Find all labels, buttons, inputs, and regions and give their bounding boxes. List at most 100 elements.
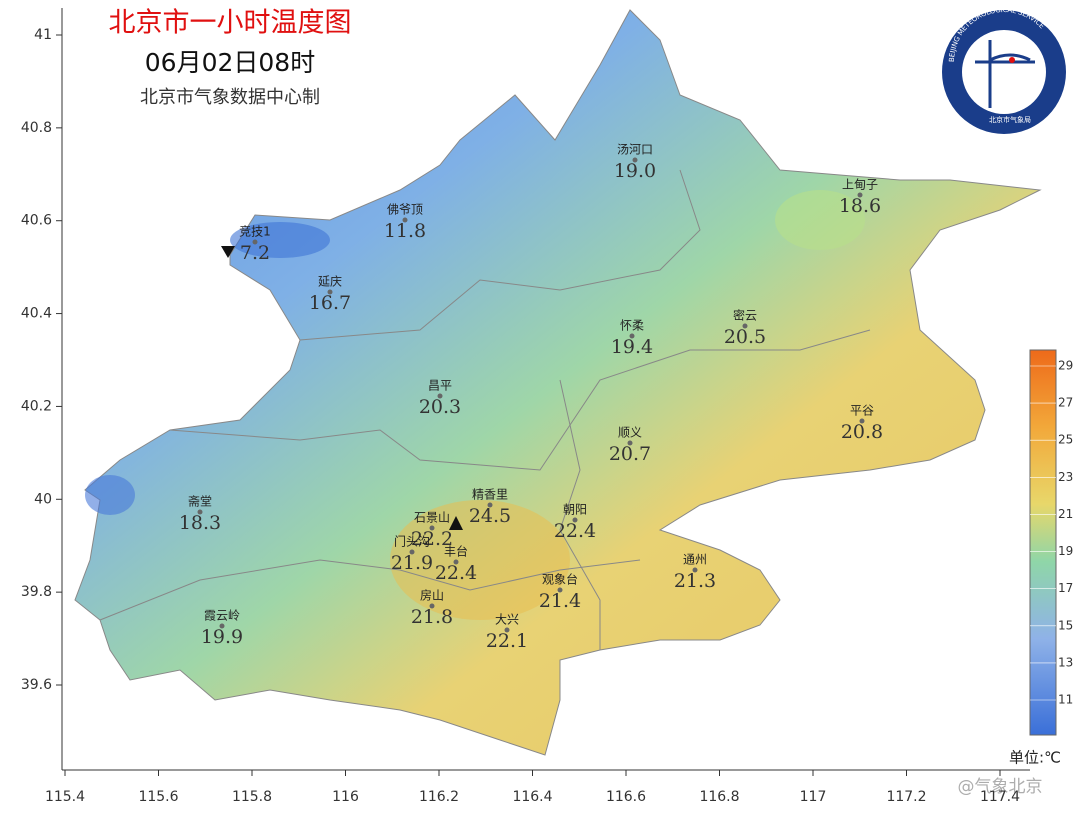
y-tick-label: 40.4 bbox=[21, 306, 52, 322]
colorbar-label: 25 bbox=[1058, 433, 1073, 447]
station-name: 顺义 bbox=[618, 426, 642, 440]
station-name: 石景山 bbox=[414, 511, 450, 525]
logo: BEIJING METEOROLOGICAL SERVICE 北京市气象局 bbox=[942, 6, 1066, 134]
station-dot bbox=[429, 525, 435, 531]
station-dot bbox=[629, 333, 635, 339]
station-dot bbox=[219, 623, 225, 629]
district-border bbox=[559, 379, 601, 650]
station-temp: 21.9 bbox=[391, 552, 433, 574]
station-dot bbox=[252, 239, 258, 245]
y-tick-label: 39.8 bbox=[21, 584, 52, 600]
station-temp: 21.4 bbox=[539, 590, 581, 612]
station-temp: 20.3 bbox=[419, 396, 461, 418]
station-dot bbox=[409, 549, 415, 555]
station-temp: 19.0 bbox=[614, 160, 656, 182]
station-dot bbox=[504, 627, 510, 633]
source: 北京市气象数据中心制 bbox=[140, 87, 320, 108]
y-tick-label: 40 bbox=[34, 491, 52, 507]
station-temp: 20.5 bbox=[724, 326, 766, 348]
station-temp: 20.8 bbox=[841, 421, 883, 443]
colorbar-label: 21 bbox=[1058, 507, 1073, 521]
station-name: 通州 bbox=[683, 553, 707, 567]
colorbar-label: 27 bbox=[1058, 396, 1073, 410]
station-temp: 7.2 bbox=[240, 242, 270, 264]
y-tick-label: 41 bbox=[34, 27, 52, 43]
colorbar-label: 13 bbox=[1058, 655, 1073, 669]
station-name: 汤河口 bbox=[617, 143, 653, 157]
x-tick-label: 116.6 bbox=[606, 789, 646, 805]
y-tick-label: 40.6 bbox=[21, 213, 52, 229]
x-tick-label: 117.2 bbox=[886, 789, 926, 805]
station-name: 密云 bbox=[733, 308, 757, 323]
temp-patch bbox=[230, 222, 330, 258]
max-marker bbox=[449, 516, 463, 530]
station-temp: 22.4 bbox=[554, 520, 596, 542]
station-dot bbox=[487, 502, 493, 508]
station-dot bbox=[453, 559, 459, 565]
station-temp: 21.8 bbox=[411, 606, 453, 628]
station-temp: 11.8 bbox=[384, 220, 426, 242]
station-temp: 24.5 bbox=[469, 505, 511, 527]
axes bbox=[61, 8, 1030, 771]
station-name: 延庆 bbox=[318, 275, 342, 289]
logo-text-cn: 北京市气象局 bbox=[989, 115, 1031, 124]
station-temp: 18.6 bbox=[839, 195, 881, 217]
y-tick-label: 39.6 bbox=[21, 677, 52, 693]
unit-label: 单位:℃ bbox=[1009, 749, 1061, 767]
colorbar-label: 23 bbox=[1058, 470, 1073, 484]
colorbar-label: 29 bbox=[1058, 359, 1073, 373]
x-tick-label: 115.8 bbox=[232, 789, 272, 805]
station-name: 怀柔 bbox=[620, 319, 644, 333]
map bbox=[74, 9, 1042, 756]
x-tick-label: 117 bbox=[800, 789, 827, 805]
station-name: 霞云岭 bbox=[204, 609, 240, 623]
station-temp: 19.9 bbox=[201, 626, 243, 648]
logo-symbol bbox=[975, 40, 1035, 108]
station-temp: 22.4 bbox=[435, 562, 477, 584]
x-tick-label: 116.8 bbox=[699, 789, 739, 805]
station-temp: 20.7 bbox=[609, 443, 651, 465]
station-name: 竞技1 bbox=[239, 225, 271, 239]
station-name: 斋堂 bbox=[188, 494, 212, 509]
x-tick-label: 116.2 bbox=[419, 789, 459, 805]
station-name: 丰台 bbox=[444, 544, 468, 559]
x-tick-label: 115.4 bbox=[45, 789, 85, 805]
district-border bbox=[99, 559, 641, 621]
time: 06月02日08时 bbox=[145, 48, 315, 77]
station-dot bbox=[632, 157, 638, 163]
station-temp: 22.2 bbox=[411, 528, 453, 550]
station-dot bbox=[742, 323, 748, 329]
y-tick-label: 40.8 bbox=[21, 120, 52, 136]
colorbar-label: 11 bbox=[1058, 693, 1073, 707]
title: 北京市一小时温度图 bbox=[109, 8, 352, 39]
colorbar bbox=[1029, 349, 1057, 736]
x-tick-label: 116.4 bbox=[512, 789, 552, 805]
station-dot bbox=[437, 393, 443, 399]
station-temp: 19.4 bbox=[611, 336, 653, 358]
station-temp: 21.3 bbox=[674, 570, 716, 592]
station-dot bbox=[627, 440, 633, 446]
district-border bbox=[299, 169, 701, 341]
min-marker bbox=[221, 246, 235, 258]
x-tick-label: 117.4 bbox=[980, 789, 1020, 805]
station-dot bbox=[692, 567, 698, 573]
colorbar-label: 17 bbox=[1058, 581, 1073, 595]
temp-patch bbox=[85, 475, 135, 515]
station-temp: 18.3 bbox=[179, 512, 221, 534]
station-dot bbox=[402, 217, 408, 223]
station-name: 朝阳 bbox=[563, 503, 587, 517]
station-temp: 16.7 bbox=[309, 292, 351, 314]
station-dot bbox=[572, 517, 578, 523]
station-name: 精香里 bbox=[472, 488, 508, 502]
station-name: 昌平 bbox=[428, 379, 452, 393]
station-name: 房山 bbox=[420, 588, 444, 603]
station-dot bbox=[327, 289, 333, 295]
y-tick-label: 40.2 bbox=[21, 398, 52, 414]
x-tick-label: 116 bbox=[332, 789, 359, 805]
station-name: 观象台 bbox=[542, 572, 578, 587]
logo-dot bbox=[1009, 57, 1015, 63]
district-border bbox=[169, 329, 871, 471]
colorbar-label: 19 bbox=[1058, 544, 1073, 558]
station-name: 上甸子 bbox=[842, 178, 878, 192]
